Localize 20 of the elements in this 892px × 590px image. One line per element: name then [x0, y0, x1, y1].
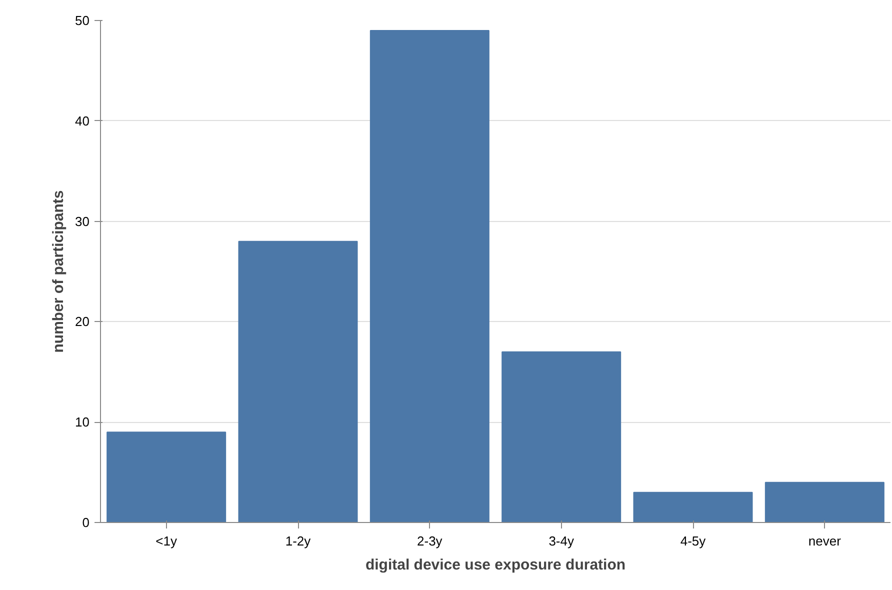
x-axis-title: digital device use exposure duration — [365, 556, 626, 574]
x-tick-label: 3-4y — [548, 534, 574, 548]
x-tick-label: 2-3y — [417, 534, 443, 548]
bar — [633, 492, 753, 522]
bar — [370, 30, 490, 522]
bar — [238, 240, 358, 522]
x-tick-label: never — [808, 534, 842, 548]
y-tick-label: 50 — [75, 13, 90, 28]
bar — [764, 482, 884, 522]
x-tick-label: 4-5y — [680, 534, 706, 548]
x-tick-label: 1-2y — [285, 534, 312, 548]
y-tick-label: 20 — [75, 314, 90, 330]
bar — [106, 432, 226, 522]
y-axis-title: number of participants — [50, 190, 68, 353]
y-tick-label: 0 — [82, 515, 90, 530]
y-tick-label: 10 — [75, 414, 90, 430]
y-tick-label: 30 — [75, 214, 90, 229]
x-tick-label: <1y — [156, 534, 178, 548]
bar — [502, 351, 622, 522]
y-tick-label: 40 — [75, 113, 90, 128]
